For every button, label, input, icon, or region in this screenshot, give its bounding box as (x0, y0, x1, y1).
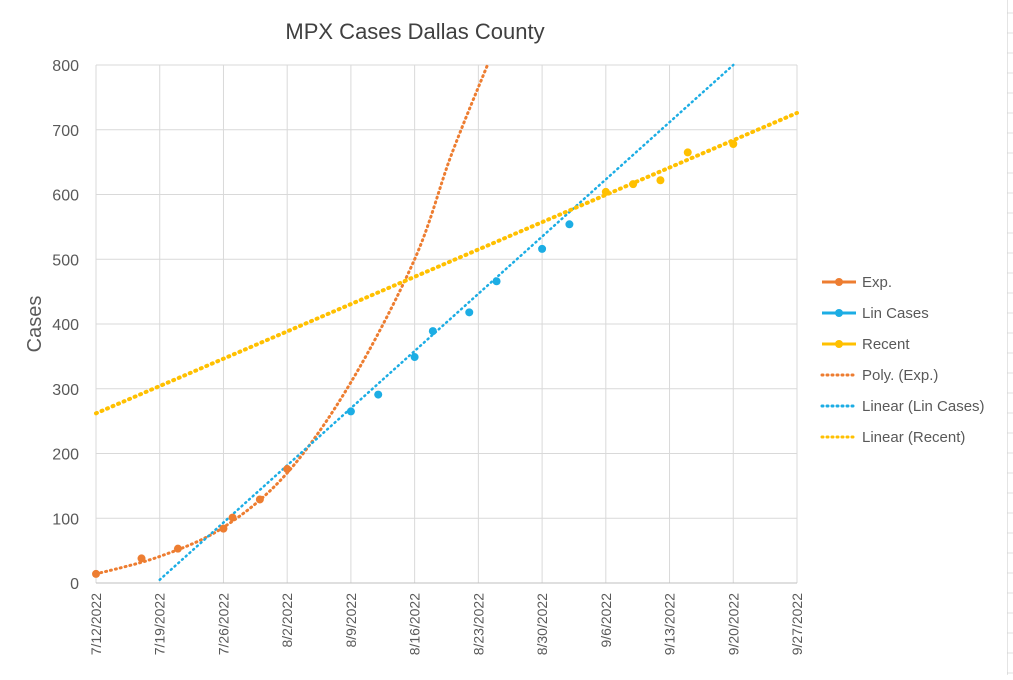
x-axis-ticks: 7/12/2022 7/19/2022 7/26/2022 8/2/2022 8/9/2… (88, 593, 805, 656)
legend-item: Poly. (Exp.) (820, 367, 938, 384)
legend-item: Exp. (822, 274, 892, 291)
x-tick-label: 9/20/2022 (725, 593, 741, 655)
legend-item: Lin Cases (822, 305, 929, 322)
data-point-lin-cases (346, 407, 355, 416)
y-tick-label: 800 (52, 58, 79, 75)
data-point-lin-cases (492, 277, 501, 286)
data-point-recent (629, 180, 638, 189)
data-point-lin-cases (538, 244, 547, 253)
legend-label: Lin Cases (862, 305, 929, 322)
data-point-exp (137, 554, 146, 563)
spreadsheet-background-grid (1006, 0, 1013, 675)
legend-item: Linear (Lin Cases) (820, 398, 985, 415)
x-tick-label: 9/27/2022 (789, 593, 805, 655)
trendline-linear-lin-cases (158, 63, 735, 582)
x-tick-label: 8/16/2022 (407, 593, 423, 655)
x-tick-label: 7/26/2022 (215, 593, 231, 655)
x-tick-label: 8/2/2022 (279, 593, 295, 648)
data-point-lin-cases (374, 390, 383, 399)
y-tick-label: 300 (52, 382, 79, 399)
data-point-exp (92, 569, 100, 578)
data-point-exp (228, 513, 237, 522)
x-tick-label: 8/30/2022 (534, 593, 550, 655)
data-point-recent (683, 148, 692, 157)
chart-title: MPX Cases Dallas County (285, 19, 544, 44)
data-point-recent (601, 187, 610, 196)
x-tick-label: 9/6/2022 (598, 593, 614, 648)
x-tick-label: 8/9/2022 (343, 593, 359, 648)
y-tick-label: 100 (52, 511, 79, 528)
legend-label: Linear (Recent) (862, 429, 965, 446)
gridlines (95, 64, 798, 584)
data-point-exp (283, 465, 292, 474)
data-point-recent (729, 139, 738, 148)
legend-marker-swatch (835, 278, 843, 286)
legend-item: Recent (822, 336, 910, 353)
data-point-lin-cases (465, 308, 474, 317)
legend-marker-swatch (835, 340, 843, 348)
x-tick-label: 7/12/2022 (88, 593, 104, 655)
y-axis-ticks: 0 100 200 300 400 500 600 700 800 (52, 58, 79, 593)
legend: Exp. Lin Cases Recent Poly. (Exp.) Linear (L… (820, 274, 985, 446)
y-axis-label: Cases (24, 296, 46, 353)
legend-item: Linear (Recent) (820, 429, 965, 446)
legend-label: Recent (862, 336, 910, 353)
legend-marker-swatch (835, 309, 843, 317)
x-tick-label: 9/13/2022 (662, 593, 678, 655)
legend-label: Poly. (Exp.) (862, 367, 938, 384)
data-points (92, 139, 738, 578)
legend-label: Linear (Lin Cases) (862, 398, 985, 415)
y-tick-label: 400 (52, 317, 79, 334)
x-tick-label: 7/19/2022 (152, 593, 168, 655)
data-point-lin-cases (565, 220, 574, 229)
data-point-lin-cases (428, 327, 437, 336)
data-point-recent (656, 176, 665, 185)
x-tick-label: 8/23/2022 (470, 593, 486, 655)
y-tick-label: 200 (52, 447, 79, 464)
legend-label: Exp. (862, 274, 892, 291)
data-point-exp (219, 524, 228, 533)
data-point-lin-cases (410, 353, 419, 362)
y-tick-label: 0 (70, 576, 79, 593)
y-tick-label: 600 (52, 188, 79, 205)
data-point-exp (255, 495, 264, 504)
trendline-linear-recent (94, 110, 799, 416)
y-tick-label: 700 (52, 123, 79, 140)
y-tick-label: 500 (52, 252, 79, 269)
data-point-exp (173, 544, 182, 553)
